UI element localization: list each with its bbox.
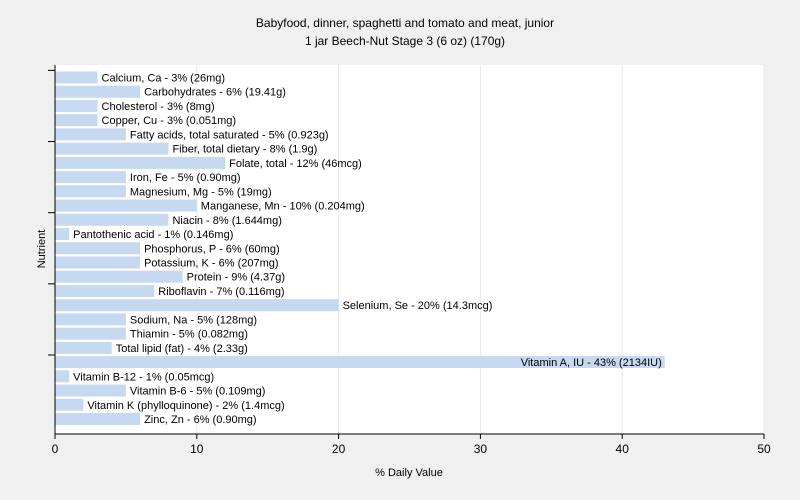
bar-label-7: Iron, Fe - 5% (0.90mg)	[130, 172, 241, 184]
x-tick-label-20: 20	[332, 442, 346, 456]
bar-12	[55, 242, 141, 255]
bar-7	[55, 171, 126, 184]
bar-label-12: Phosphorus, P - 6% (60mg)	[144, 243, 280, 255]
x-tick-label-50: 50	[757, 442, 771, 456]
bar-label-3: Copper, Cu - 3% (0.051mg)	[102, 115, 237, 127]
bar-label-4: Fatty acids, total saturated - 5% (0.923…	[130, 129, 329, 141]
bar-17	[55, 313, 126, 326]
bar-5	[55, 142, 169, 155]
bar-label-16: Selenium, Se - 20% (14.3mcg)	[343, 300, 493, 312]
bar-23	[55, 398, 84, 411]
bar-label-21: Vitamin B-12 - 1% (0.05mcg)	[73, 371, 214, 383]
bar-1	[55, 85, 141, 98]
chart-title: Babyfood, dinner, spaghetti and tomato a…	[256, 16, 554, 30]
bar-label-11: Pantothenic acid - 1% (0.146mg)	[73, 229, 233, 241]
bar-label-23: Vitamin K (phylloquinone) - 2% (1.4mcg)	[87, 400, 284, 412]
bar-label-10: Niacin - 8% (1.644mg)	[172, 215, 281, 227]
x-tick-label-40: 40	[616, 442, 630, 456]
bar-13	[55, 256, 141, 269]
bar-label-17: Sodium, Na - 5% (128mg)	[130, 314, 257, 326]
x-tick-label-0: 0	[52, 442, 59, 456]
bar-9	[55, 199, 197, 212]
bar-label-8: Magnesium, Mg - 5% (19mg)	[130, 186, 272, 198]
bar-22	[55, 384, 126, 397]
bars: Calcium, Ca - 3% (26mg) Carbohydrates - 6…	[55, 71, 665, 426]
bar-label-0: Calcium, Ca - 3% (26mg)	[102, 73, 225, 85]
bar-label-22: Vitamin B-6 - 5% (0.109mg)	[130, 386, 266, 398]
y-axis-title: Nutrient	[36, 230, 48, 269]
bar-label-9: Manganese, Mn - 10% (0.204mg)	[201, 201, 365, 213]
bar-14	[55, 270, 183, 283]
grid-lines	[196, 65, 765, 434]
x-axis-title: % Daily Value	[375, 467, 443, 479]
bar-label-19: Total lipid (fat) - 4% (2.33g)	[116, 343, 248, 355]
bar-0	[55, 71, 98, 84]
bar-label-15: Riboflavin - 7% (0.116mg)	[158, 286, 284, 298]
axes: 0 10 20 30 40 50	[48, 65, 771, 456]
bar-label-18: Thiamin - 5% (0.082mg)	[130, 329, 248, 341]
x-tick-label-30: 30	[474, 442, 488, 456]
bar-label-24: Zinc, Zn - 6% (0.90mg)	[144, 414, 256, 426]
bar-label-14: Protein - 9% (4.37g)	[187, 272, 285, 284]
bar-2	[55, 99, 98, 112]
bar-20	[55, 356, 665, 369]
bar-label-20: Vitamin A, IU - 43% (2134IU)	[521, 357, 662, 369]
bar-label-1: Carbohydrates - 6% (19.41g)	[144, 87, 286, 99]
chart-subtitle: 1 jar Beech-Nut Stage 3 (6 oz) (170g)	[305, 34, 505, 48]
bar-label-2: Cholesterol - 3% (8mg)	[102, 101, 215, 113]
bar-21	[55, 370, 70, 383]
bar-24	[55, 413, 141, 426]
bar-19	[55, 341, 112, 354]
plot-area	[55, 65, 764, 434]
bar-11	[55, 228, 70, 241]
bar-3	[55, 114, 98, 127]
bar-label-6: Folate, total - 12% (46mcg)	[229, 158, 362, 170]
bar-15	[55, 284, 155, 297]
bar-label-5: Fiber, total dietary - 8% (1.9g)	[172, 144, 317, 156]
bar-8	[55, 185, 126, 198]
bar-10	[55, 213, 169, 226]
bar-4	[55, 128, 126, 141]
x-tick-label-10: 10	[190, 442, 204, 456]
bar-6	[55, 156, 226, 169]
bar-16	[55, 299, 339, 312]
bar-label-13: Potassium, K - 6% (207mg)	[144, 257, 279, 269]
bar-18	[55, 327, 126, 340]
